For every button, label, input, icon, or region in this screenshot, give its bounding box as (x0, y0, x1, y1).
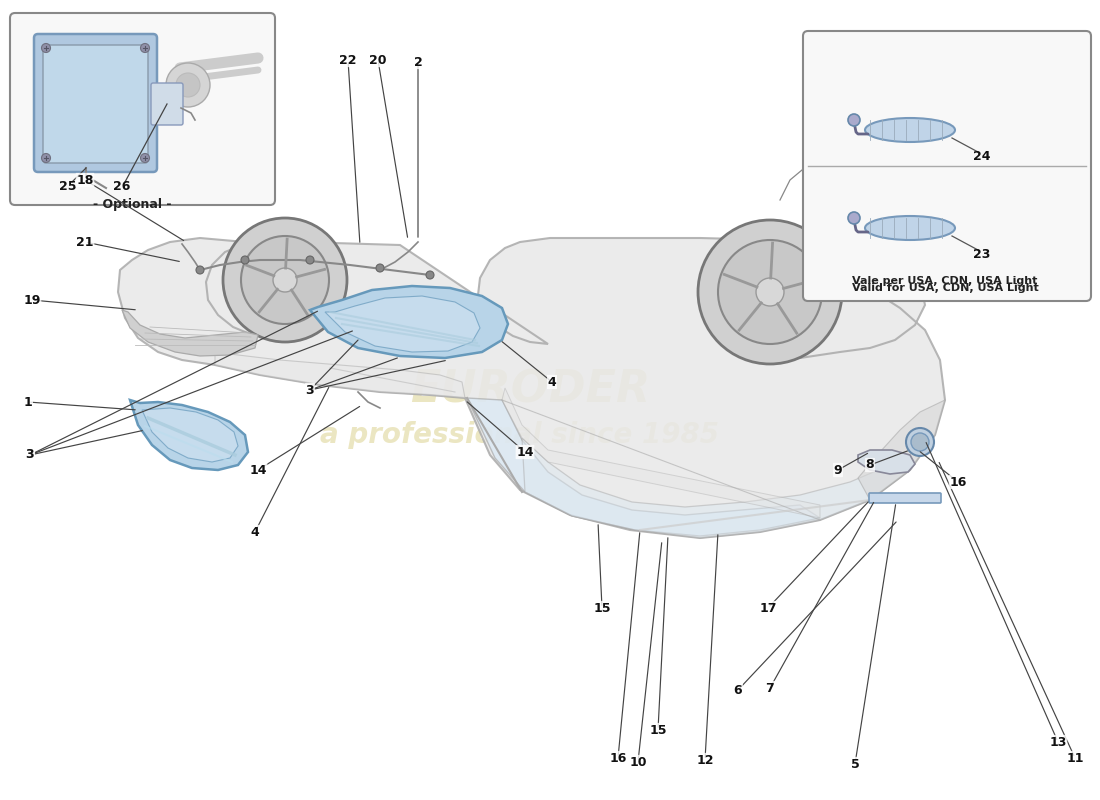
Circle shape (376, 264, 384, 272)
Text: 15: 15 (593, 602, 611, 614)
Circle shape (273, 268, 297, 292)
Text: 10: 10 (629, 755, 647, 769)
Text: 8: 8 (866, 458, 874, 471)
Text: 9: 9 (834, 463, 843, 477)
Text: a professional since 1985: a professional since 1985 (320, 421, 719, 449)
Text: 16: 16 (949, 475, 967, 489)
Text: 5: 5 (850, 758, 859, 770)
Text: 12: 12 (696, 754, 714, 766)
Circle shape (141, 43, 150, 53)
FancyBboxPatch shape (43, 45, 148, 163)
Text: 13: 13 (1049, 735, 1067, 749)
Polygon shape (468, 398, 820, 536)
Circle shape (196, 266, 204, 274)
Circle shape (848, 212, 860, 224)
Ellipse shape (865, 118, 955, 142)
Text: 6: 6 (734, 683, 742, 697)
Text: 3: 3 (306, 383, 315, 397)
FancyBboxPatch shape (151, 83, 183, 125)
Text: 20: 20 (370, 54, 387, 66)
Polygon shape (122, 310, 258, 356)
FancyBboxPatch shape (869, 493, 940, 503)
Text: 1: 1 (23, 395, 32, 409)
FancyBboxPatch shape (34, 34, 157, 172)
Text: 3: 3 (25, 449, 34, 462)
Text: 3: 3 (25, 449, 34, 462)
Text: EURODER: EURODER (410, 369, 650, 411)
Text: 19: 19 (23, 294, 41, 306)
Text: 16: 16 (609, 751, 627, 765)
Polygon shape (310, 286, 508, 358)
Circle shape (241, 256, 249, 264)
Circle shape (848, 114, 860, 126)
Text: 14: 14 (250, 463, 266, 477)
Text: 11: 11 (1066, 751, 1083, 765)
Circle shape (42, 154, 51, 162)
Ellipse shape (865, 216, 955, 240)
Polygon shape (214, 352, 465, 398)
Text: 2: 2 (414, 55, 422, 69)
FancyBboxPatch shape (10, 13, 275, 205)
Circle shape (223, 218, 346, 342)
Text: 7: 7 (766, 682, 774, 694)
Text: 25: 25 (59, 179, 77, 193)
Text: 17: 17 (759, 602, 777, 614)
Text: 14: 14 (516, 446, 534, 458)
Text: 24: 24 (974, 150, 991, 162)
Circle shape (176, 73, 200, 97)
Polygon shape (130, 400, 248, 470)
Circle shape (698, 220, 842, 364)
Circle shape (426, 271, 434, 279)
Text: Vale per USA, CDN, USA Light: Vale per USA, CDN, USA Light (852, 276, 1037, 286)
Circle shape (906, 428, 934, 456)
Circle shape (241, 236, 329, 324)
Polygon shape (142, 408, 238, 462)
Text: Valid for USA, CDN, USA Light: Valid for USA, CDN, USA Light (851, 283, 1038, 293)
Text: - Optional -: - Optional - (92, 198, 172, 211)
Polygon shape (858, 400, 945, 500)
Text: 4: 4 (548, 375, 557, 389)
Text: 26: 26 (113, 179, 131, 193)
Polygon shape (502, 388, 820, 518)
Polygon shape (522, 438, 910, 538)
Polygon shape (858, 450, 915, 474)
Circle shape (42, 43, 51, 53)
Polygon shape (118, 238, 945, 538)
Circle shape (911, 433, 930, 451)
Text: 15: 15 (649, 723, 667, 737)
Text: 18: 18 (76, 174, 94, 186)
Text: 21: 21 (76, 235, 94, 249)
Circle shape (166, 63, 210, 107)
Text: 4: 4 (251, 526, 260, 538)
Text: 23: 23 (974, 247, 991, 261)
Circle shape (718, 240, 822, 344)
Circle shape (756, 278, 784, 306)
Polygon shape (324, 296, 480, 352)
FancyBboxPatch shape (803, 31, 1091, 301)
Text: 22: 22 (339, 54, 356, 66)
Circle shape (141, 154, 150, 162)
Circle shape (306, 256, 313, 264)
